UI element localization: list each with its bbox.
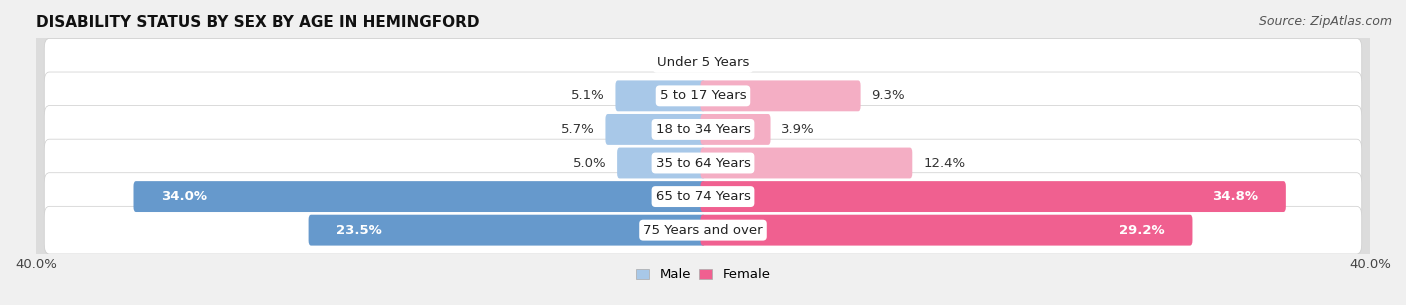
FancyBboxPatch shape: [700, 148, 912, 178]
FancyBboxPatch shape: [134, 181, 706, 212]
Text: 5 to 17 Years: 5 to 17 Years: [659, 89, 747, 102]
Text: DISABILITY STATUS BY SEX BY AGE IN HEMINGFORD: DISABILITY STATUS BY SEX BY AGE IN HEMIN…: [37, 15, 479, 30]
Text: 34.8%: 34.8%: [1212, 190, 1258, 203]
Text: 3.9%: 3.9%: [782, 123, 815, 136]
Text: 65 to 74 Years: 65 to 74 Years: [655, 190, 751, 203]
FancyBboxPatch shape: [44, 72, 1362, 120]
FancyBboxPatch shape: [700, 114, 770, 145]
Text: 75 Years and over: 75 Years and over: [643, 224, 763, 237]
Text: 18 to 34 Years: 18 to 34 Years: [655, 123, 751, 136]
Legend: Male, Female: Male, Female: [630, 263, 776, 287]
Text: 0.0%: 0.0%: [657, 56, 690, 69]
Text: 35 to 64 Years: 35 to 64 Years: [655, 156, 751, 170]
FancyBboxPatch shape: [616, 81, 706, 111]
FancyBboxPatch shape: [44, 173, 1362, 221]
FancyBboxPatch shape: [617, 148, 706, 178]
Text: 12.4%: 12.4%: [924, 156, 966, 170]
Text: 5.0%: 5.0%: [572, 156, 606, 170]
FancyBboxPatch shape: [700, 215, 1192, 246]
Text: 29.2%: 29.2%: [1119, 224, 1166, 237]
FancyBboxPatch shape: [44, 206, 1362, 254]
FancyBboxPatch shape: [44, 139, 1362, 187]
FancyBboxPatch shape: [44, 38, 1362, 86]
FancyBboxPatch shape: [44, 106, 1362, 153]
Text: 5.1%: 5.1%: [571, 89, 605, 102]
Text: 23.5%: 23.5%: [336, 224, 382, 237]
Text: 0.0%: 0.0%: [716, 56, 749, 69]
Text: Source: ZipAtlas.com: Source: ZipAtlas.com: [1258, 15, 1392, 28]
Text: 5.7%: 5.7%: [561, 123, 595, 136]
Text: 9.3%: 9.3%: [872, 89, 905, 102]
Text: 34.0%: 34.0%: [162, 190, 207, 203]
Text: Under 5 Years: Under 5 Years: [657, 56, 749, 69]
FancyBboxPatch shape: [700, 181, 1286, 212]
FancyBboxPatch shape: [606, 114, 706, 145]
FancyBboxPatch shape: [700, 81, 860, 111]
FancyBboxPatch shape: [308, 215, 706, 246]
